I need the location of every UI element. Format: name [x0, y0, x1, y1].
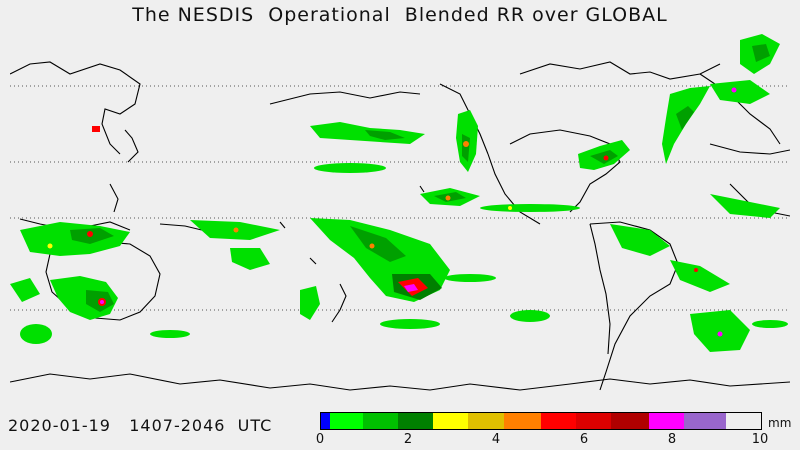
- colorbar-segment: [648, 413, 684, 429]
- colorbar-segment: [397, 413, 434, 429]
- colorbar-tick-label: 8: [667, 432, 677, 447]
- date-time-label: 2020-01-19 1407-2046 UTC: [8, 416, 273, 435]
- colorbar-segment: [683, 413, 726, 429]
- colorbar-segment: [540, 413, 577, 429]
- colorbar-tick-label: 10: [751, 432, 769, 447]
- colorbar-segment: [611, 413, 649, 429]
- colorbar-tick-label: 0: [315, 432, 325, 447]
- colorbar-tick-label: 4: [491, 432, 501, 447]
- colorbar-segment: [329, 413, 363, 429]
- colorbar-unit-label: mm: [768, 416, 792, 430]
- colorbar-segment: [503, 413, 541, 429]
- rain-rate-colorbar: [320, 412, 762, 430]
- colorbar-segment: [576, 413, 612, 429]
- colorbar-segment: [433, 413, 469, 429]
- colorbar-segment: [321, 413, 330, 429]
- colorbar-tick-label: 6: [579, 432, 589, 447]
- colorbar-segment: [468, 413, 504, 429]
- map-canvas: [10, 34, 790, 391]
- precipitation-areas: [10, 34, 788, 352]
- colorbar-tick-label: 2: [403, 432, 413, 447]
- colorbar-segment: [362, 413, 398, 429]
- rain-rate-map: [10, 34, 790, 406]
- map-title: The NESDIS Operational Blended RR over G…: [132, 4, 668, 26]
